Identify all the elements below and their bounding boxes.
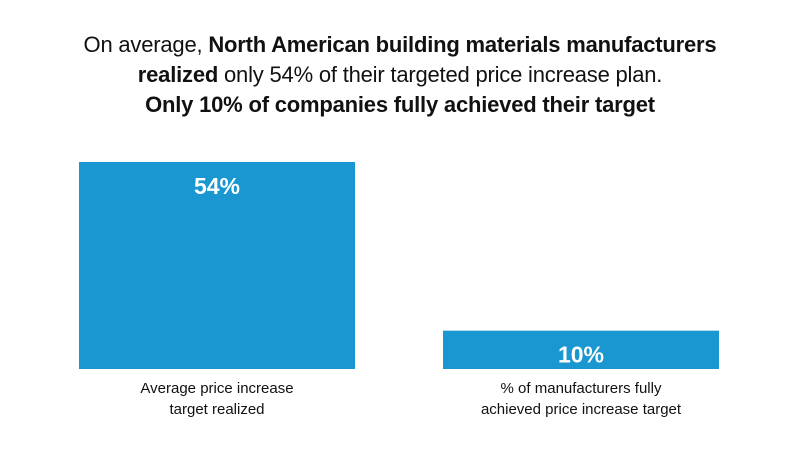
- data-label-2: 10%: [558, 342, 604, 368]
- chart-headline: On average, North American building mate…: [0, 30, 800, 120]
- category-label-2-line-2: achieved price increase target: [480, 401, 682, 418]
- headline-line-2-bold: realized: [137, 62, 219, 87]
- data-label-1: 54%: [194, 173, 240, 199]
- category-label-2: % of manufacturers fully achieved price i…: [441, 378, 721, 420]
- headline-line-1-normal: On average,: [83, 32, 209, 57]
- headline-line-1-bold: North American building materials manufa…: [208, 32, 717, 57]
- headline-line-2-normal: only 54% of their targeted price increas…: [218, 62, 663, 87]
- headline-line-1: On average, North American building mate…: [0, 30, 800, 60]
- headline-line-2: realized only 54% of their targeted pric…: [0, 60, 800, 90]
- category-label-2-line-1: % of manufacturers fully: [500, 380, 662, 397]
- category-label-1-line-2: target realized: [169, 401, 265, 418]
- category-label-1-line-1: Average price increase: [140, 380, 294, 397]
- bar-1: [79, 162, 355, 369]
- category-label-1: Average price increase target realized: [77, 378, 357, 420]
- bar-2: [443, 330, 719, 369]
- headline-line-3: Only 10% of companies fully achieved the…: [145, 92, 655, 117]
